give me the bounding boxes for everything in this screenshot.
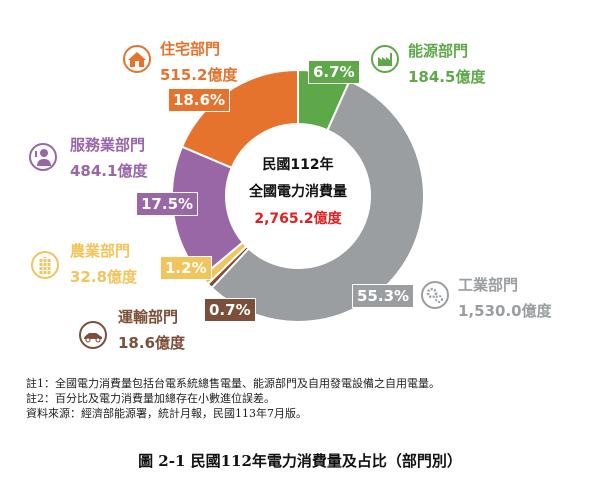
donut-chart bbox=[171, 68, 425, 323]
pct-transport: 0.7% bbox=[204, 298, 256, 322]
pct-residential: 18.6% bbox=[168, 88, 231, 112]
slice-value: 484.1億度 bbox=[70, 162, 148, 180]
label-energy: 能源部門 184.5億度 bbox=[408, 38, 485, 90]
house-icon bbox=[123, 45, 151, 73]
pct-industry: 55.3% bbox=[352, 284, 415, 308]
gears-icon bbox=[421, 281, 449, 309]
center-label: 民國112年 全國電力消費量 2,765.2億度 bbox=[228, 152, 368, 233]
label-industry: 工業部門 1,530.0億度 bbox=[458, 272, 552, 324]
slice-name: 農業部門 bbox=[70, 242, 131, 260]
slice-name: 住宅部門 bbox=[160, 40, 221, 58]
label-transport: 運輸部門 18.6億度 bbox=[118, 304, 185, 356]
note-1: 註1：全國電力消費量包括台電系統總售電量、能源部門及自用發電設備之自用電量。 bbox=[26, 377, 440, 390]
wheat-icon bbox=[31, 251, 59, 279]
label-agriculture: 農業部門 32.8億度 bbox=[70, 238, 137, 290]
pct-energy: 6.7% bbox=[308, 60, 360, 84]
slice-name: 運輸部門 bbox=[118, 308, 179, 326]
figure-caption: 圖 2-1 民國112年電力消費量及占比（部門別） bbox=[138, 452, 462, 470]
slice-value: 515.2億度 bbox=[160, 66, 238, 84]
slice-name: 能源部門 bbox=[408, 42, 469, 60]
source-note: 資料來源：經濟部能源署，統計月報，民國113年7月版。 bbox=[26, 407, 307, 420]
center-year: 民國112年 bbox=[262, 157, 334, 173]
pct-services: 17.5% bbox=[136, 192, 199, 216]
slice-value: 32.8億度 bbox=[70, 268, 138, 286]
service-person-icon bbox=[29, 143, 57, 171]
pct-agriculture: 1.2% bbox=[160, 256, 212, 280]
slice-name: 工業部門 bbox=[458, 276, 519, 294]
label-residential: 住宅部門 515.2億度 bbox=[160, 36, 237, 88]
factory-icon bbox=[371, 45, 399, 73]
car-icon bbox=[79, 321, 107, 349]
slice-name: 服務業部門 bbox=[70, 136, 146, 154]
note-2: 註2：百分比及電力消費量加總存在小數進位誤差。 bbox=[26, 392, 275, 405]
center-total: 2,765.2億度 bbox=[254, 211, 342, 227]
center-title: 全國電力消費量 bbox=[249, 184, 347, 200]
label-services: 服務業部門 484.1億度 bbox=[70, 132, 147, 184]
slice-value: 18.6億度 bbox=[118, 334, 186, 352]
slice-value: 1,530.0億度 bbox=[458, 302, 552, 320]
notes: 註1：全國電力消費量包括台電系統總售電量、能源部門及自用發電設備之自用電量。 註… bbox=[26, 376, 440, 421]
slice-value: 184.5億度 bbox=[408, 68, 486, 86]
